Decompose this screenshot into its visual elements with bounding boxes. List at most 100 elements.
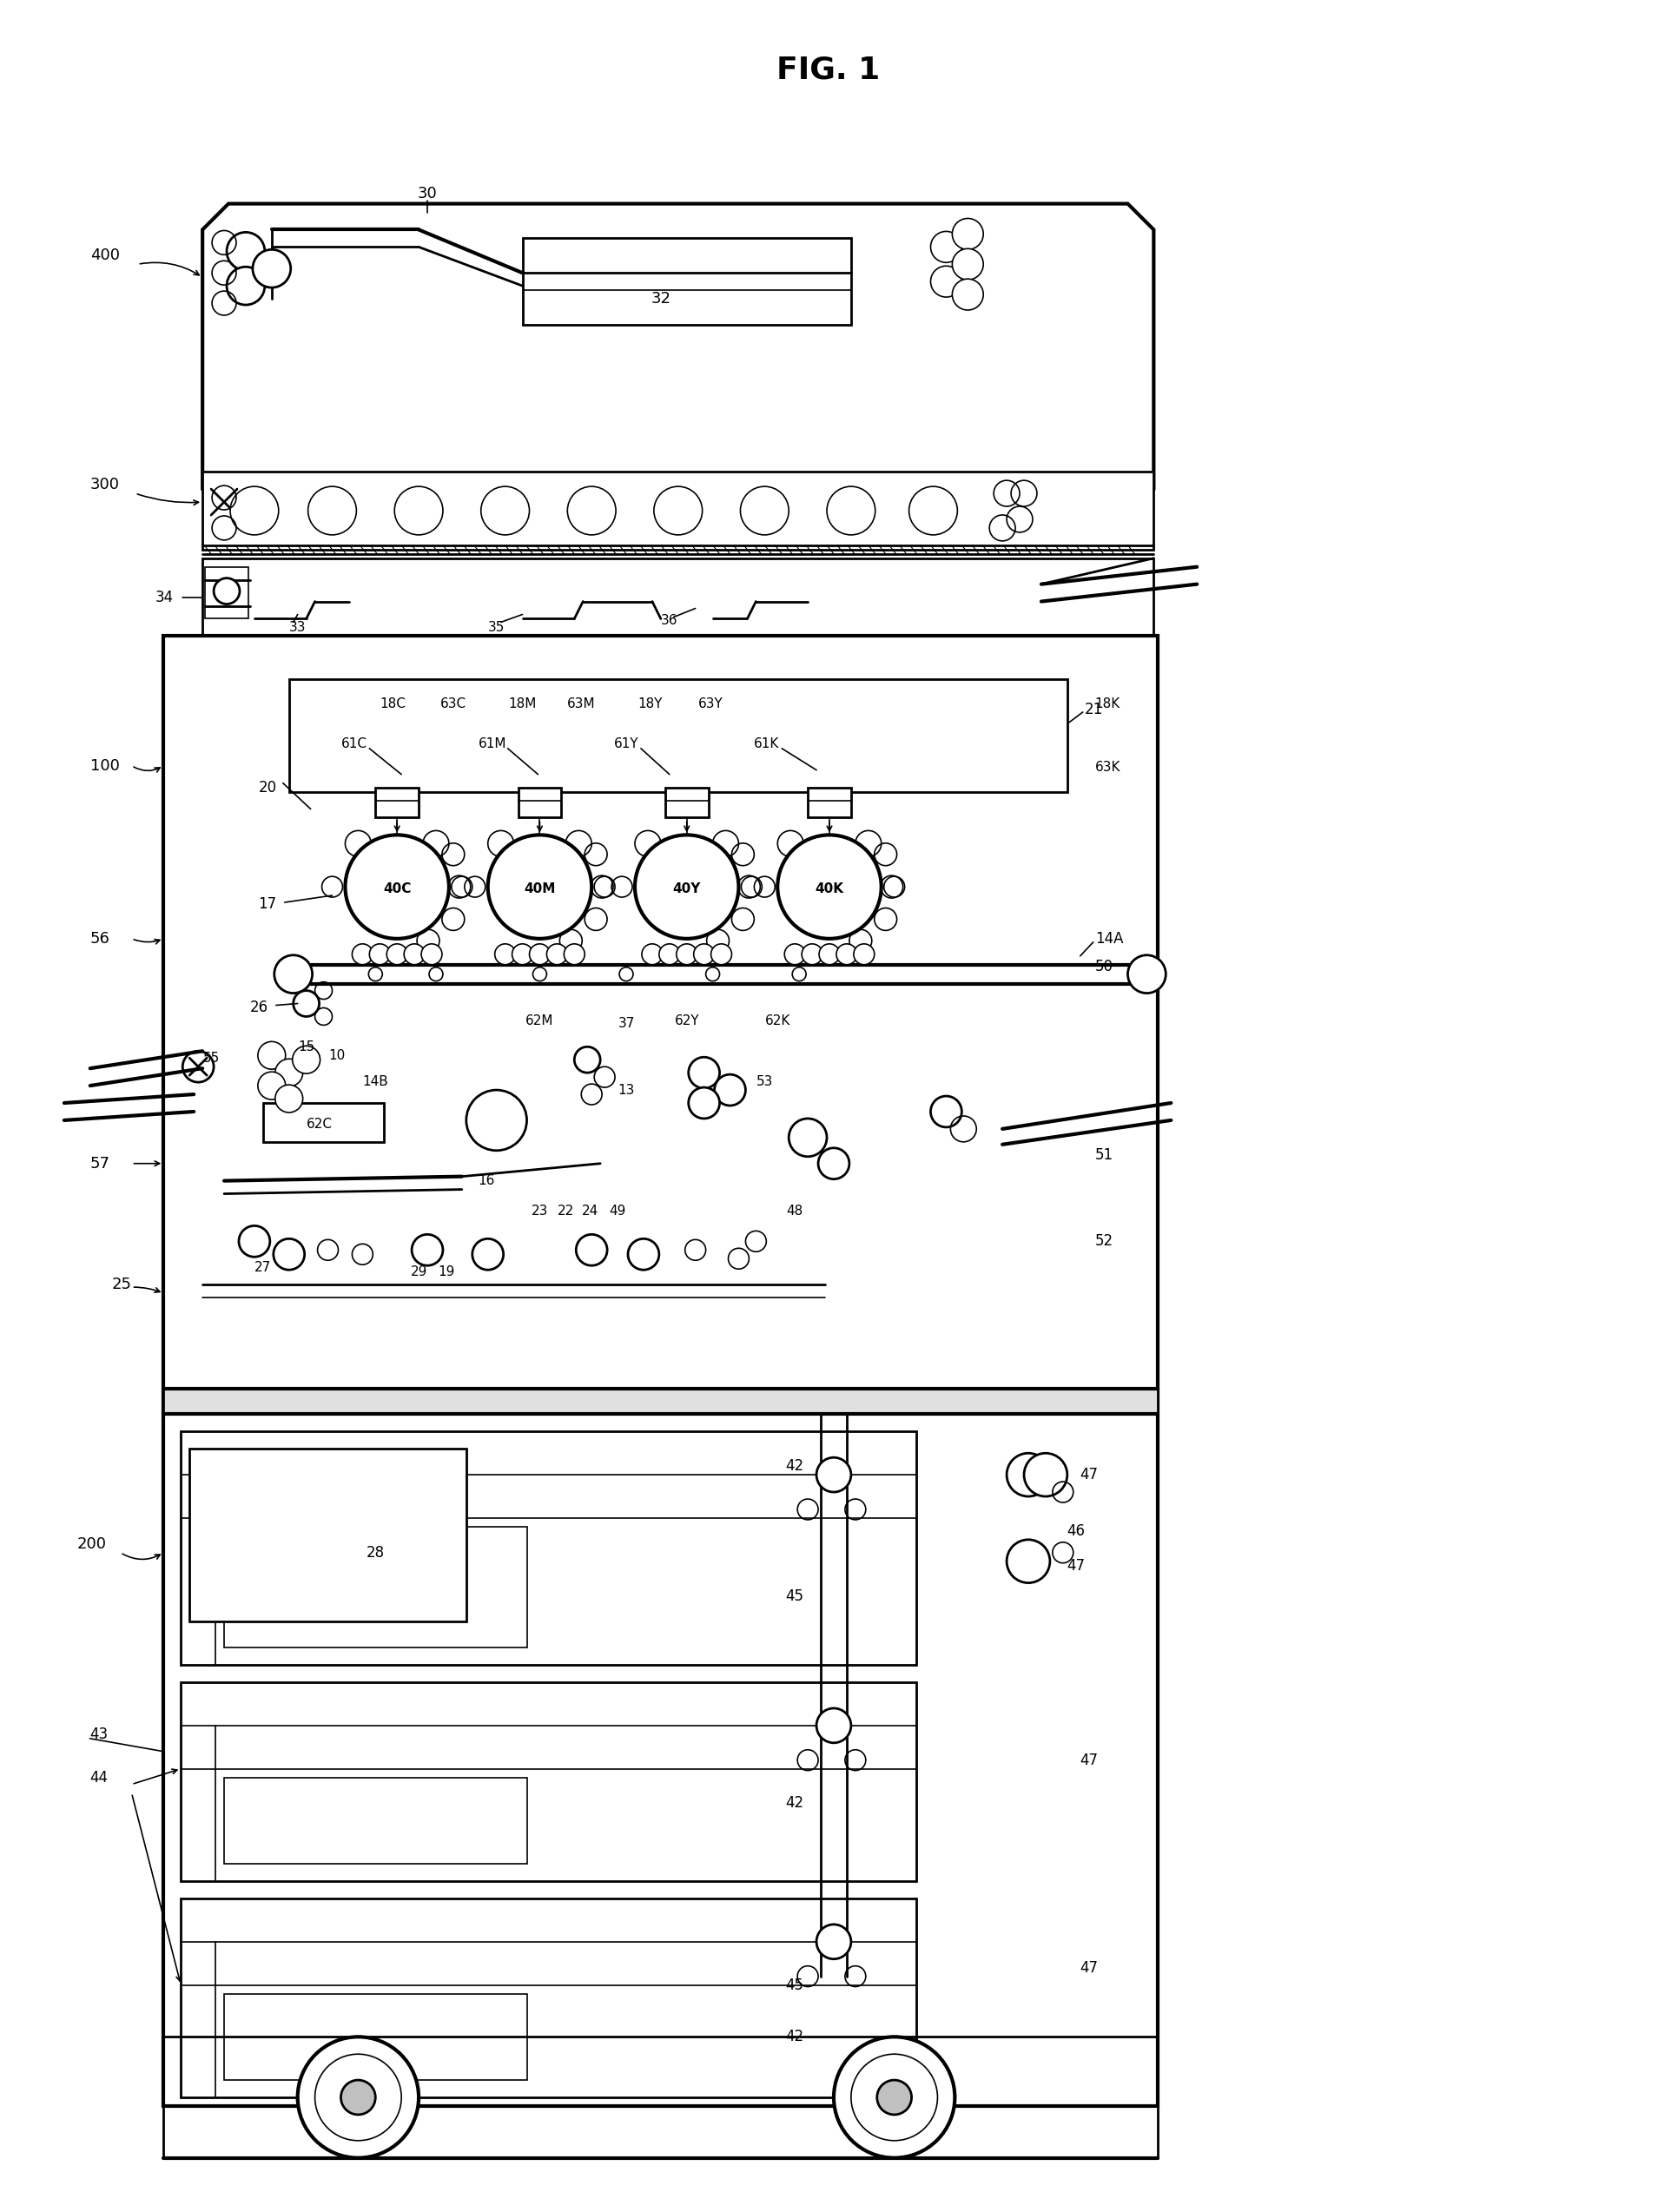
Text: 47: 47 xyxy=(1079,1752,1098,1767)
Circle shape xyxy=(386,945,408,964)
Text: 32: 32 xyxy=(652,292,671,307)
Text: 36: 36 xyxy=(662,615,678,626)
Bar xyxy=(164,637,1157,2106)
Text: 22: 22 xyxy=(557,1206,574,1217)
Text: 53: 53 xyxy=(756,1075,773,1088)
Circle shape xyxy=(443,843,464,865)
Circle shape xyxy=(395,487,443,535)
Bar xyxy=(264,1104,385,1141)
Circle shape xyxy=(930,265,962,296)
Circle shape xyxy=(827,487,875,535)
Text: 62K: 62K xyxy=(764,1015,791,1026)
Circle shape xyxy=(443,907,464,931)
Text: 26: 26 xyxy=(250,1000,269,1015)
Text: 61K: 61K xyxy=(753,737,779,750)
Text: 14A: 14A xyxy=(1094,931,1122,947)
Text: 42: 42 xyxy=(786,1458,804,1473)
Text: 40Y: 40Y xyxy=(673,883,701,896)
Circle shape xyxy=(567,487,615,535)
Circle shape xyxy=(952,279,983,310)
Text: 63K: 63K xyxy=(1094,761,1121,774)
Circle shape xyxy=(741,487,789,535)
Text: 18C: 18C xyxy=(380,697,406,710)
Bar xyxy=(519,787,562,818)
Circle shape xyxy=(547,945,567,964)
Text: 56: 56 xyxy=(90,931,109,947)
Circle shape xyxy=(345,834,449,938)
Circle shape xyxy=(816,1458,851,1493)
Text: 63Y: 63Y xyxy=(698,697,723,710)
Circle shape xyxy=(784,945,806,964)
Text: 100: 100 xyxy=(90,759,119,774)
Text: 33: 33 xyxy=(288,622,307,635)
Bar xyxy=(181,1431,915,1666)
Text: 40C: 40C xyxy=(383,883,411,896)
Circle shape xyxy=(711,945,731,964)
Circle shape xyxy=(259,1042,285,1068)
Circle shape xyxy=(874,907,897,931)
Text: 42: 42 xyxy=(786,1796,804,1812)
Bar xyxy=(202,471,1154,549)
Text: 13: 13 xyxy=(618,1084,635,1097)
Text: 55: 55 xyxy=(202,1051,219,1064)
Circle shape xyxy=(849,929,872,951)
Circle shape xyxy=(819,945,841,964)
Text: 40K: 40K xyxy=(816,883,844,896)
Circle shape xyxy=(834,2037,955,2159)
Text: 19: 19 xyxy=(438,1265,454,1279)
Bar xyxy=(202,557,1154,637)
Circle shape xyxy=(880,876,904,898)
Circle shape xyxy=(816,1708,851,1743)
Text: 20: 20 xyxy=(259,779,277,794)
Text: 27: 27 xyxy=(255,1261,272,1274)
Text: 52: 52 xyxy=(1094,1234,1113,1250)
Text: 34: 34 xyxy=(154,588,174,604)
Circle shape xyxy=(1025,1453,1068,1495)
Circle shape xyxy=(529,945,550,964)
Circle shape xyxy=(816,1924,851,1960)
Text: 14B: 14B xyxy=(363,1075,388,1088)
Circle shape xyxy=(628,1239,660,1270)
Text: 24: 24 xyxy=(582,1206,599,1217)
Text: 50: 50 xyxy=(1094,958,1113,973)
Text: 37: 37 xyxy=(618,1018,635,1031)
Text: 47: 47 xyxy=(1066,1557,1084,1573)
Text: 63M: 63M xyxy=(567,697,595,710)
Text: 47: 47 xyxy=(1079,1960,1098,1975)
Circle shape xyxy=(575,1234,607,1265)
Bar xyxy=(181,1898,915,2097)
Circle shape xyxy=(874,843,897,865)
Circle shape xyxy=(952,219,983,250)
Circle shape xyxy=(731,907,754,931)
Circle shape xyxy=(706,929,730,951)
Text: 44: 44 xyxy=(90,1770,108,1785)
Text: 63C: 63C xyxy=(439,697,466,710)
Text: 62Y: 62Y xyxy=(675,1015,700,1026)
Text: 35: 35 xyxy=(487,622,506,635)
Circle shape xyxy=(688,1057,720,1088)
Circle shape xyxy=(239,1225,270,1256)
Text: 49: 49 xyxy=(608,1206,627,1217)
Circle shape xyxy=(688,1088,720,1119)
Circle shape xyxy=(731,843,754,865)
Bar xyxy=(224,1778,527,1865)
Circle shape xyxy=(1127,956,1166,993)
Text: 62C: 62C xyxy=(307,1117,332,1130)
Circle shape xyxy=(351,945,373,964)
Text: 61Y: 61Y xyxy=(613,737,638,750)
Circle shape xyxy=(585,843,607,865)
Circle shape xyxy=(227,232,265,270)
Text: 300: 300 xyxy=(90,478,119,493)
Circle shape xyxy=(252,250,290,288)
Bar xyxy=(375,787,419,818)
Circle shape xyxy=(660,945,680,964)
Circle shape xyxy=(275,1084,303,1113)
Text: 57: 57 xyxy=(90,1155,109,1172)
Circle shape xyxy=(274,1239,305,1270)
Circle shape xyxy=(715,1075,746,1106)
Text: 61C: 61C xyxy=(342,737,366,750)
Text: 25: 25 xyxy=(111,1276,131,1292)
Circle shape xyxy=(405,945,424,964)
Text: 29: 29 xyxy=(410,1265,428,1279)
Circle shape xyxy=(259,1073,285,1099)
